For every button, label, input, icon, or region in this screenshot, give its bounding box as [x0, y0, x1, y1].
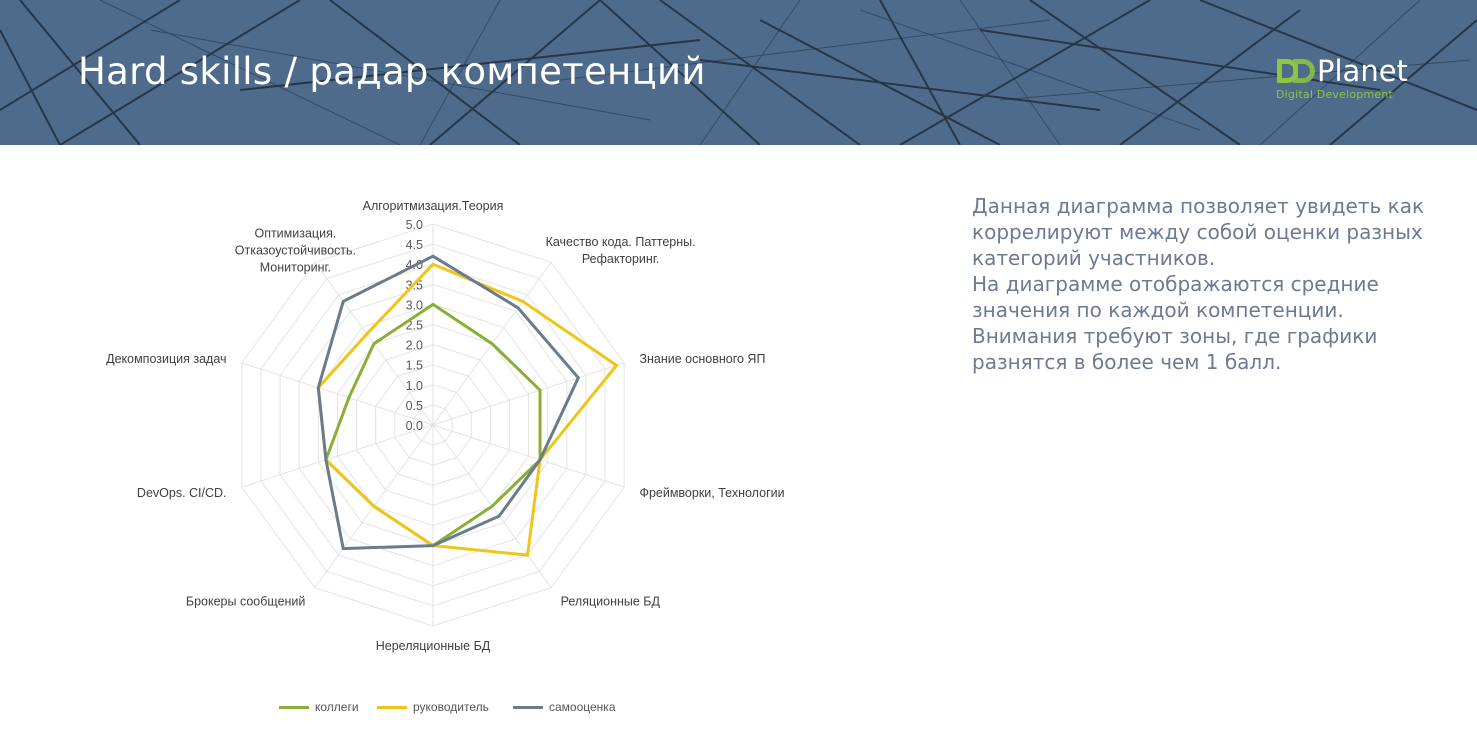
chart-legend: коллеги руководитель самооценка — [0, 700, 900, 726]
radar-chart: 0.00.51.01.52.02.53.03.54.04.55.0 Алгори… — [106, 199, 784, 653]
radar-category-label: DevOps. CI/CD. — [137, 486, 227, 500]
legend-label: самооценка — [549, 700, 616, 714]
radar-category-label: Брокеры сообщений — [186, 595, 306, 609]
radar-tick-label: 2.5 — [406, 319, 423, 333]
radar-category-labels: Алгоритмизация.Теория Качество кода. Патт… — [106, 199, 784, 653]
radar-category-label: Декомпозиция задач — [106, 352, 226, 366]
radar-series — [316, 254, 619, 557]
radar-category-label: Алгоритмизация.Теория — [363, 199, 504, 213]
slide-header: Hard skills / радар компетенций Planet D… — [0, 0, 1477, 145]
description-paragraph: Внимания требуют зоны, где графики разня… — [972, 324, 1378, 374]
description-paragraph: На диаграмме отображаются средние значен… — [972, 272, 1379, 322]
legend-swatch — [279, 705, 309, 709]
radar-category-label: Нереляционные БД — [376, 639, 491, 653]
radar-tick-label: 2.0 — [406, 339, 423, 353]
network-background — [0, 0, 1477, 145]
radar-spoke — [432, 362, 625, 426]
series-line-руководитель — [316, 262, 619, 557]
radar-category-label: Реляционные БД — [561, 595, 661, 609]
series-line-самооценка — [316, 254, 581, 551]
radar-category-label: Оптимизация. Отказоустойчивость. Мониторин… — [235, 226, 356, 274]
radar-tick-label: 3.0 — [406, 298, 423, 312]
logo-tagline: Digital Development — [1276, 88, 1394, 101]
legend-swatch — [377, 705, 407, 709]
radar-tick-label: 1.5 — [406, 359, 423, 373]
radar-spoke — [241, 424, 434, 488]
dd-logo-mark-icon — [1277, 59, 1315, 83]
radar-tick-label: 0.0 — [406, 419, 423, 433]
radar-tick-label: 0.5 — [406, 399, 423, 413]
radar-category-label: Фреймворки, Технологии — [639, 486, 784, 500]
legend-label: коллеги — [315, 700, 359, 714]
description-paragraph: Данная диаграмма позволяет увидеть как к… — [972, 194, 1425, 270]
radar-tick-labels: 0.00.51.01.52.02.53.03.54.04.55.0 — [406, 218, 423, 433]
radar-category-label: Качество кода. Паттерны. Рефакторинг. — [546, 235, 696, 266]
legend-label: руководитель — [413, 700, 489, 714]
radar-tick-label: 5.0 — [406, 218, 423, 232]
radar-tick-label: 1.0 — [406, 379, 423, 393]
radar-spoke — [432, 424, 625, 488]
legend-item-коллеги: коллеги — [279, 700, 359, 714]
slide-title: Hard skills / радар компетенций — [78, 50, 706, 93]
legend-item-руководитель: руководитель — [377, 700, 489, 714]
chart-description: Данная диаграмма позволяет увидеть как к… — [972, 193, 1442, 375]
radar-spoke — [241, 362, 434, 426]
radar-category-label: Знание основного ЯП — [639, 352, 765, 366]
logo-name: Planet — [1317, 54, 1408, 88]
radar-tick-label: 4.5 — [406, 238, 423, 252]
company-logo: Planet Digital Development — [1275, 54, 1445, 106]
legend-swatch — [513, 705, 543, 709]
legend-item-самооценка: самооценка — [513, 700, 616, 714]
